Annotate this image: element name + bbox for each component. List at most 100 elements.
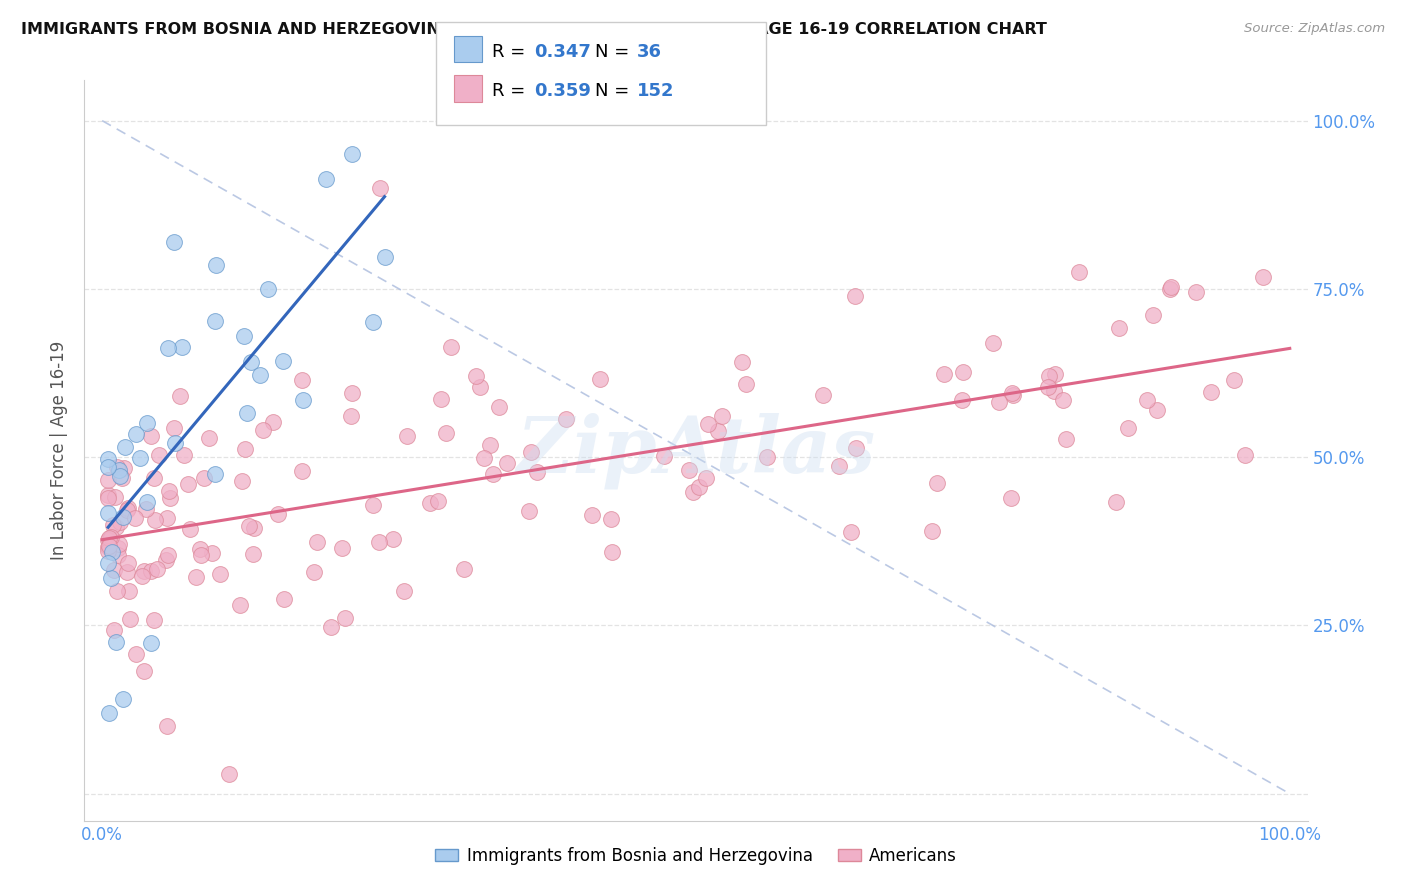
Point [105,635,128,649]
Point [101,518,124,533]
Point [828,459,851,474]
Point [155,553,177,567]
Point [132,664,155,678]
Point [1038,369,1060,384]
Point [291,464,314,478]
Point [103,563,125,577]
Point [1234,448,1257,462]
Point [97,506,120,520]
Point [139,636,162,650]
Point [340,409,363,423]
Point [983,335,1005,350]
Point [120,612,142,626]
Point [589,372,612,386]
Point [952,365,974,379]
Point [170,341,193,355]
Point [1185,285,1208,300]
Point [1036,380,1059,394]
Point [107,541,129,555]
Point [695,471,717,485]
Point [242,547,264,561]
Point [107,548,129,562]
Point [98,539,121,553]
Point [468,380,491,394]
Point [105,520,128,534]
Point [368,535,391,549]
Point [678,463,700,477]
Point [988,394,1011,409]
Point [361,498,384,512]
Point [231,474,253,488]
Point [688,480,710,494]
Point [581,508,603,522]
Point [97,544,120,558]
Point [100,530,122,544]
Point [262,415,284,429]
Point [156,548,179,562]
Point [110,515,132,529]
Point [1160,280,1182,294]
Point [103,623,125,637]
Point [173,448,195,462]
Point [108,537,131,551]
Point [136,495,159,509]
Point [1142,308,1164,322]
Point [496,456,519,470]
Point [162,235,184,249]
Point [169,389,191,403]
Point [682,484,704,499]
Point [143,471,166,485]
Point [1054,433,1077,447]
Point [1159,282,1181,296]
Point [190,549,212,563]
Point [165,436,187,450]
Point [340,386,363,401]
Point [526,465,548,479]
Text: 152: 152 [637,82,675,100]
Point [111,471,134,485]
Text: N =: N = [595,43,634,61]
Point [813,388,835,402]
Point [117,500,139,515]
Point [921,524,943,538]
Point [163,420,186,434]
Point [1108,321,1130,335]
Point [392,584,415,599]
Point [1136,393,1159,408]
Point [381,533,404,547]
Point [271,354,294,368]
Point [97,452,120,467]
Point [711,409,734,423]
Point [520,445,543,459]
Point [652,449,675,463]
Point [488,401,510,415]
Point [239,355,262,369]
Point [419,496,441,510]
Point [430,392,453,407]
Point [201,546,224,560]
Point [98,706,121,720]
Point [146,562,169,576]
Point [1001,388,1024,402]
Point [208,567,231,582]
Point [340,147,363,161]
Point [204,313,226,327]
Point [108,468,131,483]
Point [97,531,120,545]
Y-axis label: In Labor Force | Age 16-19: In Labor Force | Age 16-19 [51,341,69,560]
Point [1001,386,1024,401]
Point [105,459,128,474]
Point [481,467,503,482]
Point [193,471,215,485]
Point [115,503,138,517]
Text: R =: R = [492,82,531,100]
Point [108,463,131,477]
Point [177,476,200,491]
Point [112,460,135,475]
Point [267,507,290,521]
Point [600,545,623,559]
Point [142,613,165,627]
Point [291,392,314,407]
Point [111,692,134,706]
Point [756,450,779,464]
